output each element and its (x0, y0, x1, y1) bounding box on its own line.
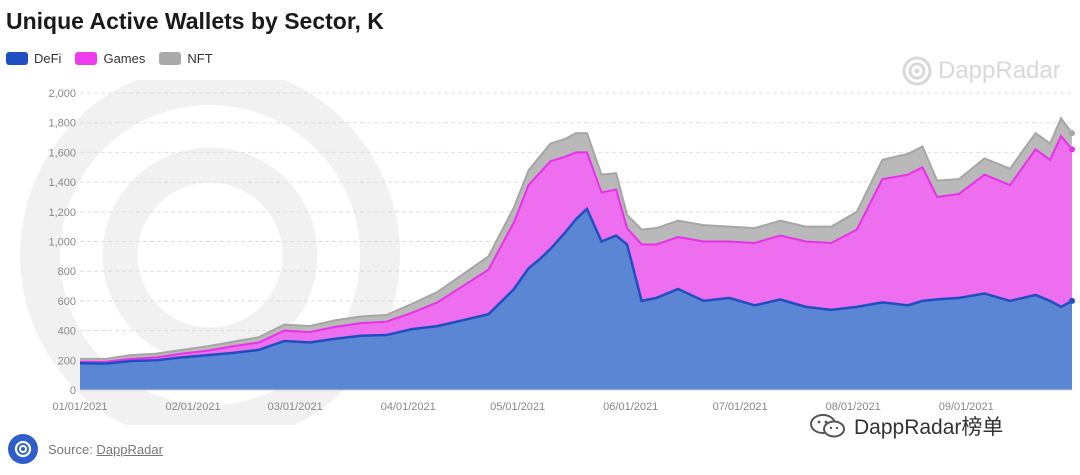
stacked-area-chart: 0 200 400 600 800 1,000 1,200 1,400 1,600 1,800 2,… (20, 80, 1075, 425)
x-axis: 01/01/2021 02/01/2021 03/01/2021 04/01/2021… (52, 389, 1072, 413)
area-defi (80, 208, 1072, 390)
wechat-watermark: DappRadar榜单 (808, 411, 1003, 441)
y-tick-label: 0 (70, 385, 76, 397)
source-link[interactable]: DappRadar (96, 441, 163, 457)
y-tick-label: 2,000 (48, 88, 76, 100)
line-defi (79, 206, 1073, 365)
y-axis: 0 200 400 600 800 1,000 1,200 1,400 1,600 1,800 2,… (48, 88, 76, 397)
legend-swatch-defi (6, 52, 28, 65)
legend-label-defi: DeFi (34, 51, 62, 66)
series-areas (79, 116, 1075, 390)
source-footer: Source: DappRadar (8, 434, 163, 464)
area-games (80, 136, 1072, 364)
wechat-icon (810, 414, 845, 438)
brand-mark: DappRadar (902, 56, 1061, 86)
legend-swatch-nft (159, 52, 182, 65)
legend-label-nft: NFT (187, 51, 213, 66)
endpoint-games (1069, 146, 1075, 153)
watermark-ring-outer (20, 80, 400, 425)
endpoint-nft (1069, 130, 1075, 137)
dappradar-logo-icon (902, 56, 932, 86)
x-tick-label: 02/01/2021 (166, 401, 221, 413)
y-tick-label: 800 (58, 266, 76, 278)
y-tick-label: 1,000 (48, 237, 76, 249)
legend-item-defi[interactable]: DeFi (6, 51, 61, 66)
x-tick-label: 06/01/2021 (603, 401, 658, 413)
source-label: Source: DappRadar (48, 442, 163, 457)
x-tick-label: 04/01/2021 (381, 401, 436, 413)
legend-item-nft[interactable]: NFT (159, 51, 213, 66)
watermark-ring-inner (102, 147, 318, 363)
y-tick-label: 1,200 (48, 207, 76, 219)
x-tick-label: 08/01/2021 (826, 401, 881, 413)
dappradar-source-icon (8, 434, 38, 464)
y-tick-label: 200 (58, 355, 76, 367)
y-tick-label: 600 (58, 296, 76, 308)
y-tick-label: 1,600 (48, 147, 76, 159)
legend-item-games[interactable]: Games (75, 51, 145, 66)
brand-name: DappRadar (938, 57, 1061, 84)
watermark-text: DappRadar榜单 (854, 416, 1004, 439)
line-nft (80, 116, 1073, 360)
chart-title: Unique Active Wallets by Sector, K (6, 8, 384, 34)
endpoint-defi (1069, 297, 1075, 304)
x-tick-label: 07/01/2021 (713, 401, 768, 413)
legend-label-games: Games (103, 51, 146, 66)
line-games (80, 134, 1073, 363)
x-tick-label: 01/01/2021 (52, 401, 107, 413)
source-prefix: Source: (48, 441, 97, 457)
x-tick-label: 05/01/2021 (490, 401, 545, 413)
y-tick-label: 400 (58, 326, 76, 338)
legend-swatch-games (75, 52, 98, 65)
x-tick-label: 09/01/2021 (939, 401, 994, 413)
legend: DeFi Games NFT (6, 51, 213, 66)
y-tick-label: 1,800 (48, 118, 76, 130)
y-tick-label: 1,400 (48, 177, 76, 189)
x-tick-label: 03/01/2021 (268, 401, 323, 413)
